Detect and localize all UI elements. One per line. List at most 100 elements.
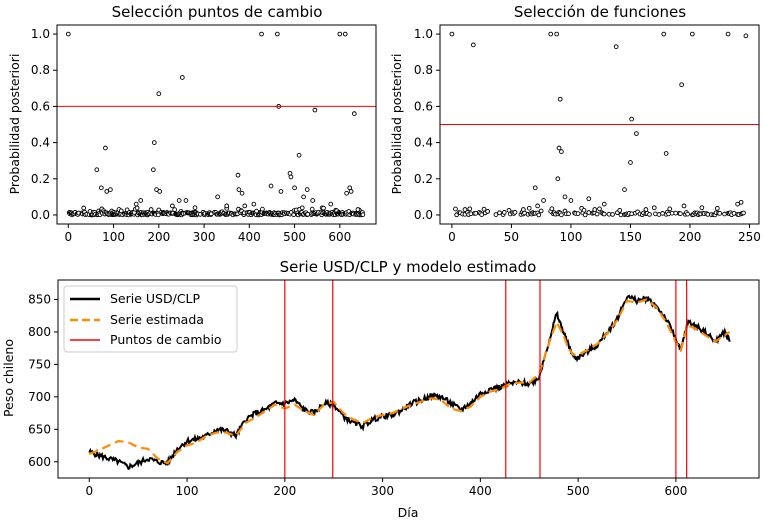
scatter-point bbox=[312, 107, 318, 113]
scatter-point bbox=[592, 207, 598, 212]
scatter-point bbox=[321, 205, 326, 211]
scatter-point bbox=[613, 44, 619, 50]
scatter-point bbox=[699, 205, 705, 211]
scatter-point bbox=[520, 207, 526, 212]
scatter-point bbox=[235, 172, 241, 178]
scatter-point bbox=[470, 42, 476, 48]
scatter-point bbox=[134, 205, 140, 211]
scatter-point bbox=[467, 206, 473, 212]
scatter-point bbox=[344, 190, 349, 196]
plot-frame bbox=[56, 24, 377, 225]
plot-title: Selección puntos de cambio bbox=[112, 3, 323, 21]
x-axis-label: Día bbox=[398, 505, 419, 520]
y-tick-label: 0.2 bbox=[414, 172, 433, 186]
scatter-point bbox=[501, 210, 507, 215]
scatter-point bbox=[555, 176, 561, 182]
y-tick-label: 0.6 bbox=[414, 99, 433, 113]
y-tick-label: 700 bbox=[28, 390, 51, 404]
scatter-point bbox=[81, 205, 87, 211]
scatter-point bbox=[679, 82, 684, 88]
scatter-point bbox=[224, 203, 230, 209]
scatter-point bbox=[685, 211, 690, 217]
data-points bbox=[440, 31, 759, 218]
scatter-point bbox=[557, 96, 563, 102]
plot-frame bbox=[57, 279, 760, 479]
scatter-point bbox=[156, 91, 162, 97]
scatter-point bbox=[239, 190, 245, 196]
scatter-point bbox=[301, 194, 306, 200]
scatter-point bbox=[536, 212, 542, 218]
scatter-point bbox=[278, 189, 284, 194]
scatter-point bbox=[65, 31, 71, 37]
scatter-point bbox=[215, 194, 220, 200]
legend: Serie USD/CLP Serie estimada Puntos de c… bbox=[63, 285, 238, 353]
scatter-point bbox=[663, 151, 669, 156]
scatter-point bbox=[526, 205, 532, 211]
scatter-point bbox=[351, 111, 357, 116]
scatter-point bbox=[242, 203, 248, 209]
scatter-point bbox=[133, 201, 139, 207]
scatter-point bbox=[661, 31, 667, 37]
data-points bbox=[57, 31, 376, 218]
y-tick-label: 750 bbox=[28, 357, 51, 371]
scatter-point bbox=[738, 199, 744, 205]
plot-title: Selección de funciones bbox=[514, 3, 686, 21]
scatter-point bbox=[717, 211, 723, 216]
x-tick-label: 600 bbox=[328, 230, 351, 244]
scatter-point bbox=[594, 211, 600, 217]
scatter-point bbox=[94, 167, 100, 173]
axis-ticks: 0 100 200 300 400 500 600 0.0 0.2 0.4 0.6 0.8 1.0 bbox=[31, 27, 351, 244]
scatter-point bbox=[497, 210, 502, 216]
scatter-point bbox=[348, 189, 354, 194]
usd-clp-series-plot: Serie USD/CLP y modelo estimado Día Peso… bbox=[1, 258, 760, 520]
y-tick-label: 850 bbox=[28, 292, 51, 306]
y-tick-label: 0.4 bbox=[31, 136, 50, 150]
scatter-point bbox=[104, 189, 110, 194]
scatter-point bbox=[651, 205, 657, 211]
scatter-point bbox=[735, 201, 740, 207]
x-tick-label: 400 bbox=[469, 484, 492, 498]
plot-title: Serie USD/CLP y modelo estimado bbox=[280, 258, 537, 276]
scatter-point bbox=[575, 211, 581, 216]
scatter-point bbox=[151, 140, 157, 145]
scatter-point bbox=[610, 212, 615, 217]
scatter-point bbox=[304, 187, 310, 192]
scatter-point bbox=[629, 116, 634, 122]
scatter-point bbox=[292, 185, 297, 191]
scatter-point bbox=[559, 212, 564, 218]
y-tick-label: 0.4 bbox=[414, 136, 433, 150]
scatter-point bbox=[597, 206, 602, 212]
y-tick-label: 0.8 bbox=[31, 63, 50, 77]
scatter-point bbox=[151, 167, 156, 173]
x-tick-label: 600 bbox=[664, 484, 687, 498]
scatter-point bbox=[601, 211, 607, 217]
x-tick-label: 200 bbox=[147, 230, 170, 244]
scatter-point bbox=[485, 208, 490, 214]
scatter-point bbox=[172, 207, 177, 212]
legend-label-usdclp: Serie USD/CLP bbox=[110, 291, 201, 306]
x-tick-label: 500 bbox=[283, 230, 306, 244]
scatter-point bbox=[310, 198, 316, 203]
scatter-point bbox=[299, 205, 305, 211]
scatter-point bbox=[275, 31, 280, 37]
scatter-point bbox=[138, 198, 144, 203]
y-tick-label: 0.6 bbox=[31, 99, 50, 113]
scatter-point bbox=[236, 187, 242, 192]
scatter-point bbox=[568, 198, 574, 203]
x-tick-label: 100 bbox=[102, 230, 125, 244]
estimated-series-line bbox=[88, 298, 731, 465]
axis-ticks: 0 100 200 300 400 500 600 600 650 700 750 800 850 bbox=[28, 292, 687, 498]
changepoint-selection-plot: Selección puntos de cambio Probabilidad … bbox=[7, 3, 377, 244]
scatter-point bbox=[532, 185, 538, 191]
scatter-point bbox=[148, 207, 154, 212]
feature-selection-plot: Selección de funciones Probabilidad post… bbox=[389, 3, 761, 244]
scatter-point bbox=[556, 145, 562, 151]
scatter-point bbox=[259, 31, 264, 37]
x-tick-label: 100 bbox=[176, 484, 199, 498]
legend-box bbox=[63, 285, 238, 353]
legend-label-estimated: Serie estimada bbox=[110, 312, 204, 327]
scatter-point bbox=[535, 203, 540, 209]
scatter-point bbox=[268, 183, 274, 189]
scatter-point bbox=[251, 201, 257, 207]
scatter-point bbox=[562, 194, 568, 200]
